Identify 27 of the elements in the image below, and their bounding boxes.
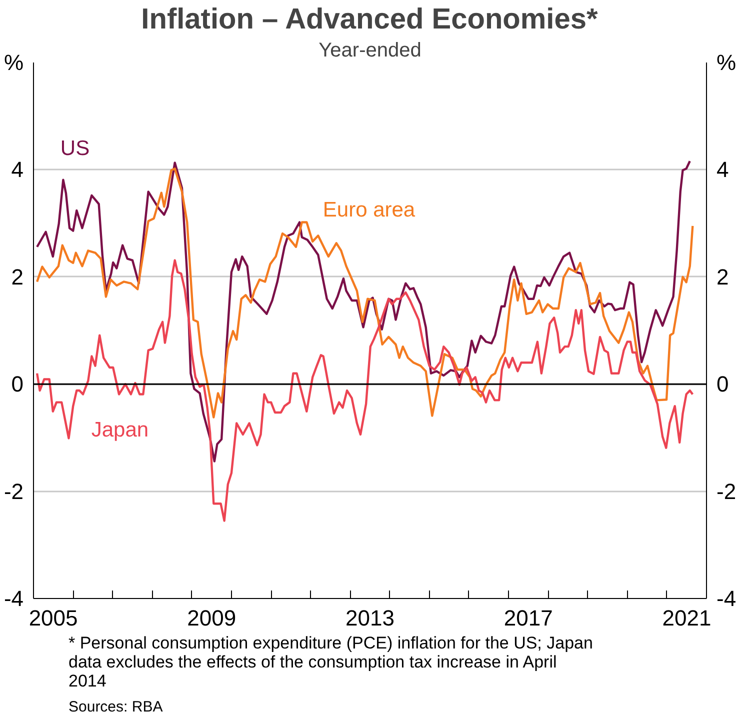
x-tick-label: 2021 — [662, 606, 712, 630]
y2-tick-label: 2 — [716, 264, 729, 290]
y2-tick-label: 4 — [716, 157, 729, 182]
y-tick-label: -2 — [4, 478, 24, 504]
x-tick-label: 2013 — [346, 606, 394, 630]
y-tick-label: -4 — [4, 586, 24, 611]
line-series — [36, 168, 694, 418]
line-series — [36, 259, 694, 522]
series-label: US — [60, 136, 90, 160]
y2-tick-label: % — [716, 50, 736, 75]
source-note: Sources: RBA — [68, 698, 163, 716]
x-tick-label: 2017 — [504, 606, 553, 630]
y-tick-label: % — [4, 50, 24, 75]
series-label: Euro area — [322, 198, 416, 222]
y2-tick-label: -2 — [716, 478, 736, 504]
y-tick-label: 4 — [11, 157, 24, 182]
y-tick-label: 0 — [11, 372, 24, 397]
x-tick-label: 2009 — [187, 606, 236, 630]
y-tick-label: 2 — [11, 264, 24, 290]
chart-title: Inflation – Advanced Economies* — [141, 4, 598, 36]
y2-tick-label: 0 — [716, 372, 729, 397]
y2-tick-label: -4 — [716, 586, 736, 611]
x-tick-label: 2005 — [28, 606, 78, 630]
chart-subtitle: Year-ended — [318, 40, 422, 62]
line-series — [36, 160, 691, 462]
series-label: Japan — [91, 418, 149, 442]
text: * Personal consumption expenditure (PCE) inflation for the US; Japan data excludes the effects of the consumption tax increase in April 2014 — [68, 634, 593, 690]
